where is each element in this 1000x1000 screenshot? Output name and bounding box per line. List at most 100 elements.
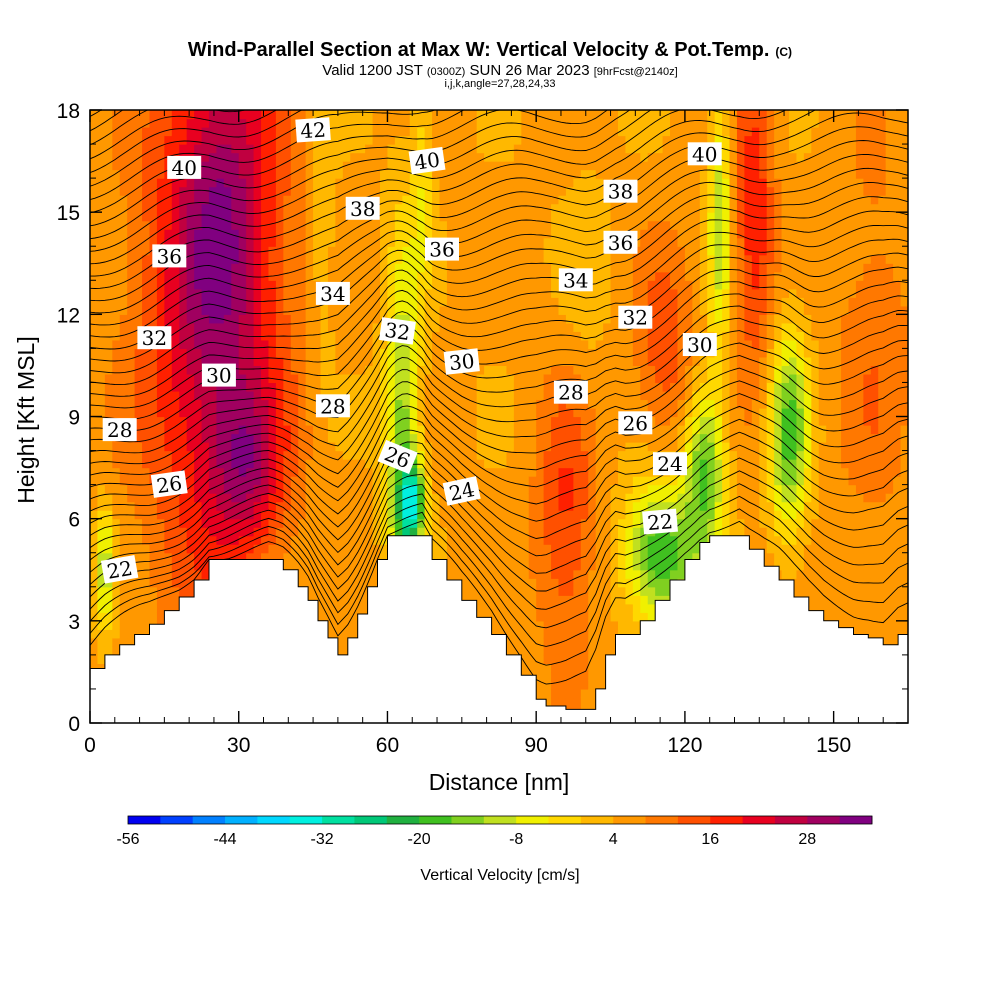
velocity-cell [380,467,389,477]
velocity-cell [90,169,99,179]
velocity-cell [290,535,299,545]
velocity-cell [350,246,359,256]
velocity-cell [335,152,344,162]
velocity-cell [223,442,232,452]
velocity-cell [127,467,136,477]
velocity-cell [417,365,426,375]
velocity-cell [275,263,284,273]
velocity-cell [104,620,113,630]
velocity-cell [112,612,121,622]
velocity-cell [305,373,314,384]
velocity-cell [238,246,247,256]
velocity-cell [320,195,329,205]
velocity-cell [595,433,604,443]
velocity-cell [335,620,344,630]
velocity-cell [298,552,307,562]
velocity-cell [499,348,508,358]
velocity-cell [208,288,218,298]
velocity-cell [335,578,344,588]
velocity-cell [90,578,99,588]
velocity-cell [476,586,485,596]
velocity-cell [149,297,158,307]
velocity-cell [90,297,99,307]
velocity-cell [528,229,537,239]
velocity-cell [90,314,99,324]
velocity-cell [313,263,322,273]
velocity-cell [521,484,530,494]
velocity-cell [156,135,165,145]
velocity-cell [580,484,589,494]
velocity-cell [461,407,470,418]
velocity-cell [573,578,582,588]
velocity-cell [201,501,210,511]
velocity-cell [156,195,165,205]
velocity-cell [104,246,113,256]
velocity-cell [201,433,210,443]
velocity-cell [536,280,545,290]
velocity-cell [506,501,515,511]
velocity-cell [335,603,344,613]
velocity-cell [506,152,515,162]
velocity-cell [573,373,582,384]
velocity-cell [588,680,597,690]
velocity-cell [432,535,441,545]
velocity-cell [499,254,508,264]
velocity-cell [402,152,411,162]
velocity-cell [499,603,508,613]
velocity-cell [142,127,151,137]
velocity-cell [350,390,359,401]
velocity-cell [565,365,574,375]
velocity-cell [335,161,344,171]
velocity-cell [112,339,121,349]
velocity-cell [491,365,500,375]
velocity-cell [283,161,292,171]
velocity-cell [327,416,336,426]
velocity-cell [201,416,210,426]
velocity-cell [484,425,493,435]
velocity-cell [313,476,322,486]
velocity-cell [380,178,389,188]
velocity-cell [149,603,158,613]
velocity-cell [134,271,143,281]
velocity-cell [484,365,493,375]
velocity-cell [127,271,136,281]
velocity-cell [283,144,292,154]
velocity-cell [394,263,403,273]
velocity-cell [156,297,165,307]
velocity-cell [469,407,478,418]
velocity-cell [461,339,470,349]
velocity-cell [313,220,322,230]
velocity-cell [432,365,441,375]
velocity-cell [305,271,314,281]
velocity-cell [238,127,247,137]
velocity-cell [484,203,493,213]
velocity-cell [424,195,433,205]
velocity-cell [261,501,270,511]
velocity-cell [216,212,225,222]
velocity-cell [90,544,99,554]
velocity-cell [342,595,351,605]
velocity-cell [261,161,270,171]
velocity-cell [298,399,307,409]
velocity-cell [595,144,604,154]
velocity-cell [484,382,493,392]
velocity-cell [186,220,195,230]
velocity-cell [335,339,344,349]
velocity-cell [275,425,284,435]
velocity-cell [283,399,292,409]
velocity-cell [320,178,329,188]
velocity-cell [327,212,336,222]
velocity-cell [543,263,552,273]
velocity-cell [558,612,567,622]
velocity-cell [261,552,270,562]
velocity-cell [179,535,188,545]
velocity-cell [372,152,381,162]
velocity-cell [380,280,389,290]
velocity-cell [179,510,188,520]
velocity-cell [261,518,270,528]
velocity-cell [253,544,262,554]
velocity-cell [476,195,485,205]
velocity-cell [134,467,143,477]
velocity-cell [573,629,582,639]
velocity-cell [261,186,270,196]
